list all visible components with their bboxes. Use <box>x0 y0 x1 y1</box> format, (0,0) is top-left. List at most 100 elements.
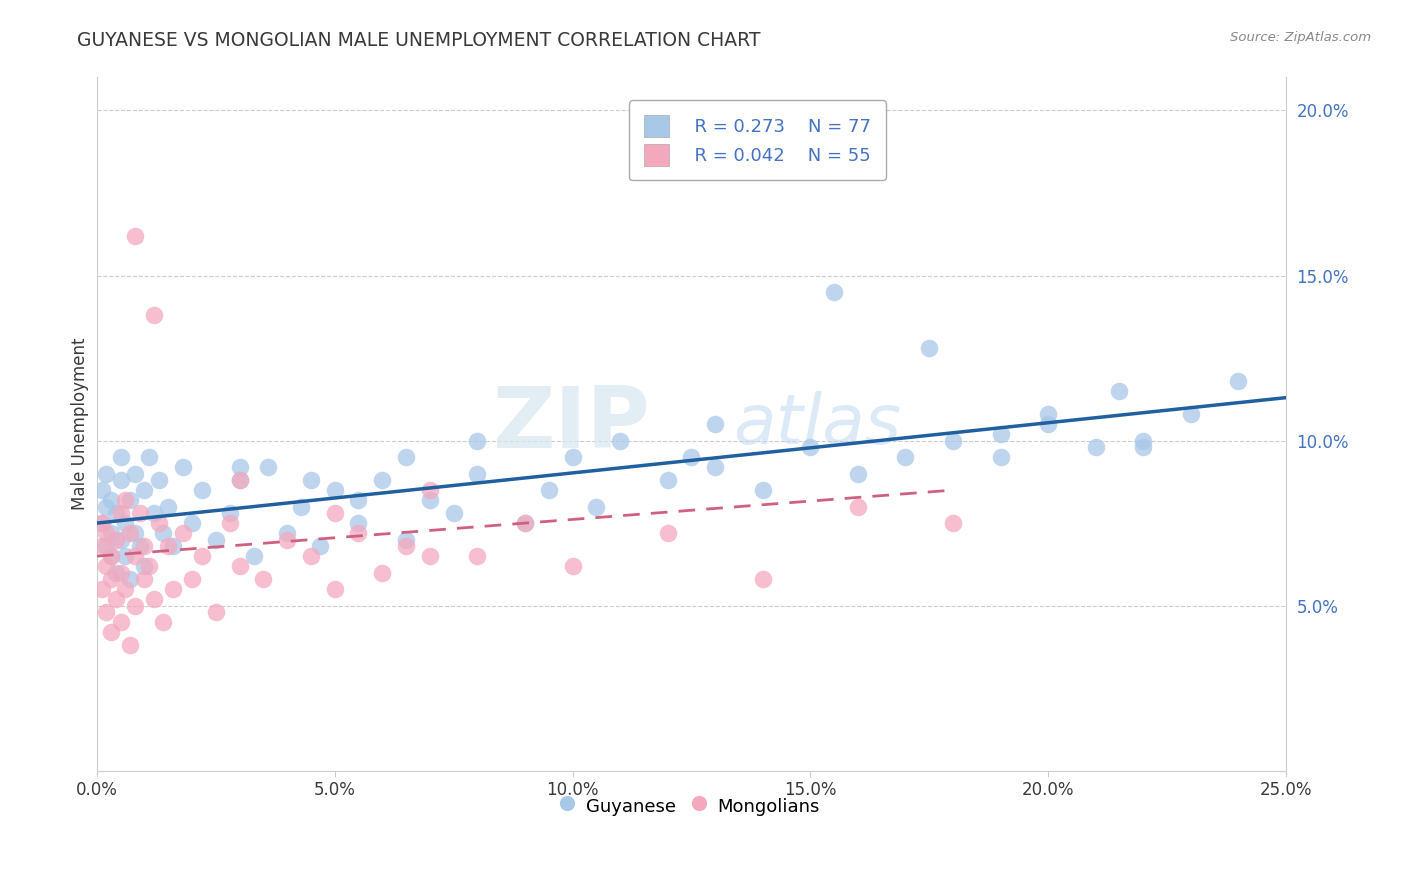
Point <box>114 549 136 563</box>
Point <box>657 473 679 487</box>
Point <box>96 500 118 514</box>
Point <box>219 506 242 520</box>
Point <box>172 526 194 541</box>
Point <box>104 533 127 547</box>
Point <box>204 605 226 619</box>
Point <box>990 427 1012 442</box>
Point <box>120 572 142 586</box>
Point <box>309 539 332 553</box>
Point <box>561 450 583 464</box>
Text: GUYANESE VS MONGOLIAN MALE UNEMPLOYMENT CORRELATION CHART: GUYANESE VS MONGOLIAN MALE UNEMPLOYMENT … <box>77 31 761 50</box>
Point <box>347 493 370 508</box>
Point <box>138 450 160 464</box>
Point <box>371 473 394 487</box>
Point <box>104 592 127 607</box>
Point <box>162 582 184 596</box>
Point <box>100 625 122 640</box>
Text: ZIP: ZIP <box>492 383 650 466</box>
Point <box>751 572 773 586</box>
Point <box>1132 434 1154 448</box>
Point <box>419 483 441 497</box>
Point <box>96 467 118 481</box>
Point <box>134 572 156 586</box>
Point <box>114 582 136 596</box>
Point <box>90 516 112 530</box>
Point <box>228 460 250 475</box>
Point <box>96 539 118 553</box>
Point <box>204 533 226 547</box>
Point <box>1132 440 1154 454</box>
Point <box>110 566 132 580</box>
Point <box>443 506 465 520</box>
Point <box>90 539 112 553</box>
Point <box>751 483 773 497</box>
Point <box>1036 407 1059 421</box>
Point <box>143 592 166 607</box>
Point <box>90 516 112 530</box>
Point <box>990 450 1012 464</box>
Point <box>96 526 118 541</box>
Point <box>134 539 156 553</box>
Point <box>395 533 418 547</box>
Point <box>124 467 146 481</box>
Point <box>157 539 180 553</box>
Point <box>276 526 298 541</box>
Point <box>323 582 346 596</box>
Point <box>419 493 441 508</box>
Point <box>110 615 132 629</box>
Point <box>799 440 821 454</box>
Point <box>152 615 174 629</box>
Point <box>219 516 242 530</box>
Point <box>513 516 536 530</box>
Point <box>110 533 132 547</box>
Point <box>347 516 370 530</box>
Point <box>110 450 132 464</box>
Point <box>148 516 170 530</box>
Point <box>537 483 560 497</box>
Text: Source: ZipAtlas.com: Source: ZipAtlas.com <box>1230 31 1371 45</box>
Point <box>609 434 631 448</box>
Point <box>190 549 212 563</box>
Point <box>467 434 489 448</box>
Point <box>172 460 194 475</box>
Point <box>681 450 703 464</box>
Y-axis label: Male Unemployment: Male Unemployment <box>72 338 89 510</box>
Point <box>894 450 917 464</box>
Point <box>96 559 118 574</box>
Point <box>100 549 122 563</box>
Point <box>513 516 536 530</box>
Point <box>114 516 136 530</box>
Point <box>100 549 122 563</box>
Point <box>1227 374 1250 388</box>
Point <box>467 549 489 563</box>
Point <box>90 483 112 497</box>
Point <box>152 526 174 541</box>
Point <box>395 539 418 553</box>
Point <box>162 539 184 553</box>
Point <box>323 506 346 520</box>
Point <box>228 473 250 487</box>
Point <box>143 506 166 520</box>
Point <box>1108 384 1130 398</box>
Point <box>942 516 965 530</box>
Point <box>276 533 298 547</box>
Legend: Guyanese, Mongolians: Guyanese, Mongolians <box>555 788 827 824</box>
Point <box>128 539 150 553</box>
Point <box>120 526 142 541</box>
Point <box>299 549 322 563</box>
Point <box>128 506 150 520</box>
Point <box>181 572 204 586</box>
Point <box>100 493 122 508</box>
Point <box>918 341 941 355</box>
Point <box>942 434 965 448</box>
Point <box>143 308 166 322</box>
Text: atlas: atlas <box>733 391 901 458</box>
Point <box>228 559 250 574</box>
Point <box>228 473 250 487</box>
Point <box>148 473 170 487</box>
Point <box>114 493 136 508</box>
Point <box>467 467 489 481</box>
Point <box>138 559 160 574</box>
Point <box>134 559 156 574</box>
Point <box>104 566 127 580</box>
